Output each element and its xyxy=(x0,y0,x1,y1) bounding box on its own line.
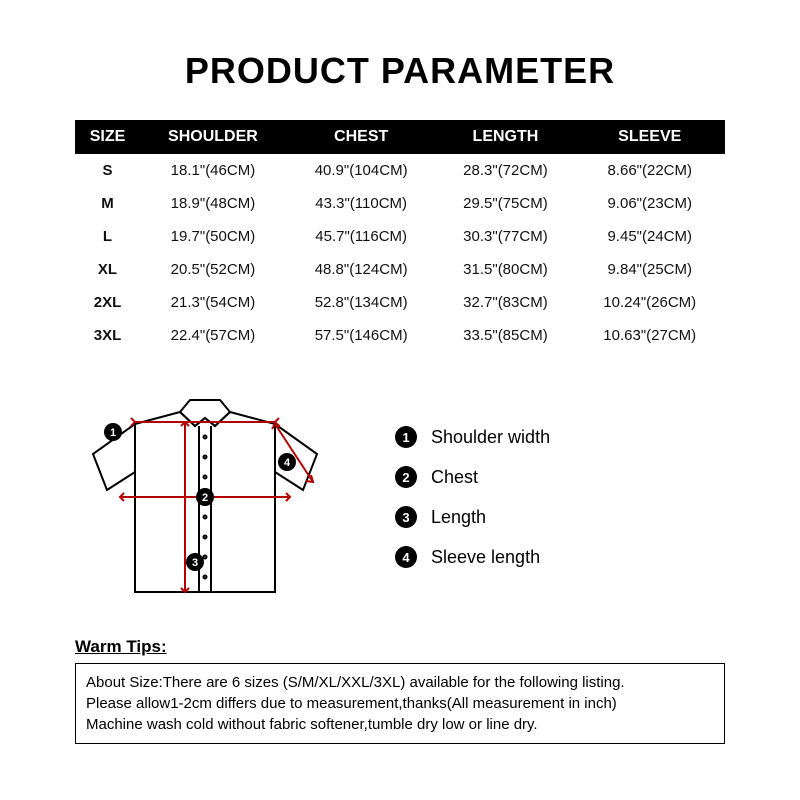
table-cell: 18.9"(48CM) xyxy=(140,187,286,220)
warm-tips-label: Warm Tips: xyxy=(75,637,725,657)
table-cell: 48.8"(124CM) xyxy=(286,253,437,286)
legend-item: 1 Shoulder width xyxy=(395,426,550,448)
table-cell: 45.7"(116CM) xyxy=(286,220,437,253)
tips-line: Machine wash cold without fabric softene… xyxy=(86,714,714,735)
table-cell: XL xyxy=(75,253,140,286)
table-header-row: SIZE SHOULDER CHEST LENGTH SLEEVE xyxy=(75,120,725,154)
table-row: M18.9"(48CM)43.3"(110CM)29.5"(75CM)9.06"… xyxy=(75,187,725,220)
table-cell: S xyxy=(75,154,140,187)
table-cell: L xyxy=(75,220,140,253)
table-row: 2XL21.3"(54CM)52.8"(134CM)32.7"(83CM)10.… xyxy=(75,286,725,319)
legend-item: 3 Length xyxy=(395,506,550,528)
legend-item: 2 Chest xyxy=(395,466,550,488)
legend-marker: 3 xyxy=(395,506,417,528)
col-sleeve: SLEEVE xyxy=(574,120,725,154)
legend-label: Sleeve length xyxy=(431,547,540,568)
table-row: L19.7"(50CM)45.7"(116CM)30.3"(77CM)9.45"… xyxy=(75,220,725,253)
legend-label: Chest xyxy=(431,467,478,488)
size-table: SIZE SHOULDER CHEST LENGTH SLEEVE S18.1"… xyxy=(75,120,725,352)
table-row: 3XL22.4"(57CM)57.5"(146CM)33.5"(85CM)10.… xyxy=(75,319,725,352)
table-cell: 19.7"(50CM) xyxy=(140,220,286,253)
table-cell: 18.1"(46CM) xyxy=(140,154,286,187)
legend-label: Length xyxy=(431,507,486,528)
col-chest: CHEST xyxy=(286,120,437,154)
shirt-diagram: 1 2 3 4 xyxy=(75,382,335,612)
warm-tips-box: About Size:There are 6 sizes (S/M/XL/XXL… xyxy=(75,663,725,744)
table-cell: 3XL xyxy=(75,319,140,352)
table-cell: 52.8"(134CM) xyxy=(286,286,437,319)
table-cell: 32.7"(83CM) xyxy=(436,286,574,319)
table-cell: 9.06"(23CM) xyxy=(574,187,725,220)
table-cell: 22.4"(57CM) xyxy=(140,319,286,352)
col-size: SIZE xyxy=(75,120,140,154)
size-chart-card: PRODUCT PARAMETER SIZE SHOULDER CHEST LE… xyxy=(0,0,800,800)
table-cell: 29.5"(75CM) xyxy=(436,187,574,220)
table-cell: 33.5"(85CM) xyxy=(436,319,574,352)
table-cell: 57.5"(146CM) xyxy=(286,319,437,352)
table-cell: 30.3"(77CM) xyxy=(436,220,574,253)
table-cell: 28.3"(72CM) xyxy=(436,154,574,187)
table-cell: 10.24"(26CM) xyxy=(574,286,725,319)
table-cell: 9.45"(24CM) xyxy=(574,220,725,253)
table-cell: 8.66"(22CM) xyxy=(574,154,725,187)
table-cell: 10.63"(27CM) xyxy=(574,319,725,352)
table-cell: 9.84"(25CM) xyxy=(574,253,725,286)
table-cell: M xyxy=(75,187,140,220)
table-cell: 40.9"(104CM) xyxy=(286,154,437,187)
tips-line: About Size:There are 6 sizes (S/M/XL/XXL… xyxy=(86,672,714,693)
tips-line: Please allow1-2cm differs due to measure… xyxy=(86,693,714,714)
col-length: LENGTH xyxy=(436,120,574,154)
table-cell: 31.5"(80CM) xyxy=(436,253,574,286)
page-title: PRODUCT PARAMETER xyxy=(75,50,725,92)
table-cell: 43.3"(110CM) xyxy=(286,187,437,220)
diagram-marker-number: 2 xyxy=(202,492,208,504)
table-row: S18.1"(46CM)40.9"(104CM)28.3"(72CM)8.66"… xyxy=(75,154,725,187)
legend: 1 Shoulder width 2 Chest 3 Length 4 Sleeve leng… xyxy=(395,426,550,568)
legend-marker: 4 xyxy=(395,546,417,568)
legend-marker: 2 xyxy=(395,466,417,488)
diagram-marker-number: 3 xyxy=(192,557,198,569)
diagram-marker-number: 1 xyxy=(110,427,116,439)
col-shoulder: SHOULDER xyxy=(140,120,286,154)
legend-marker: 1 xyxy=(395,426,417,448)
diagram-and-legend: 1 2 3 4 1 Shoulder width 2 Chest 3 Length 4 Sleeve… xyxy=(75,382,725,612)
table-row: XL20.5"(52CM)48.8"(124CM)31.5"(80CM)9.84… xyxy=(75,253,725,286)
table-cell: 20.5"(52CM) xyxy=(140,253,286,286)
diagram-marker-number: 4 xyxy=(284,457,291,469)
legend-item: 4 Sleeve length xyxy=(395,546,550,568)
legend-label: Shoulder width xyxy=(431,427,550,448)
table-cell: 21.3"(54CM) xyxy=(140,286,286,319)
table-cell: 2XL xyxy=(75,286,140,319)
